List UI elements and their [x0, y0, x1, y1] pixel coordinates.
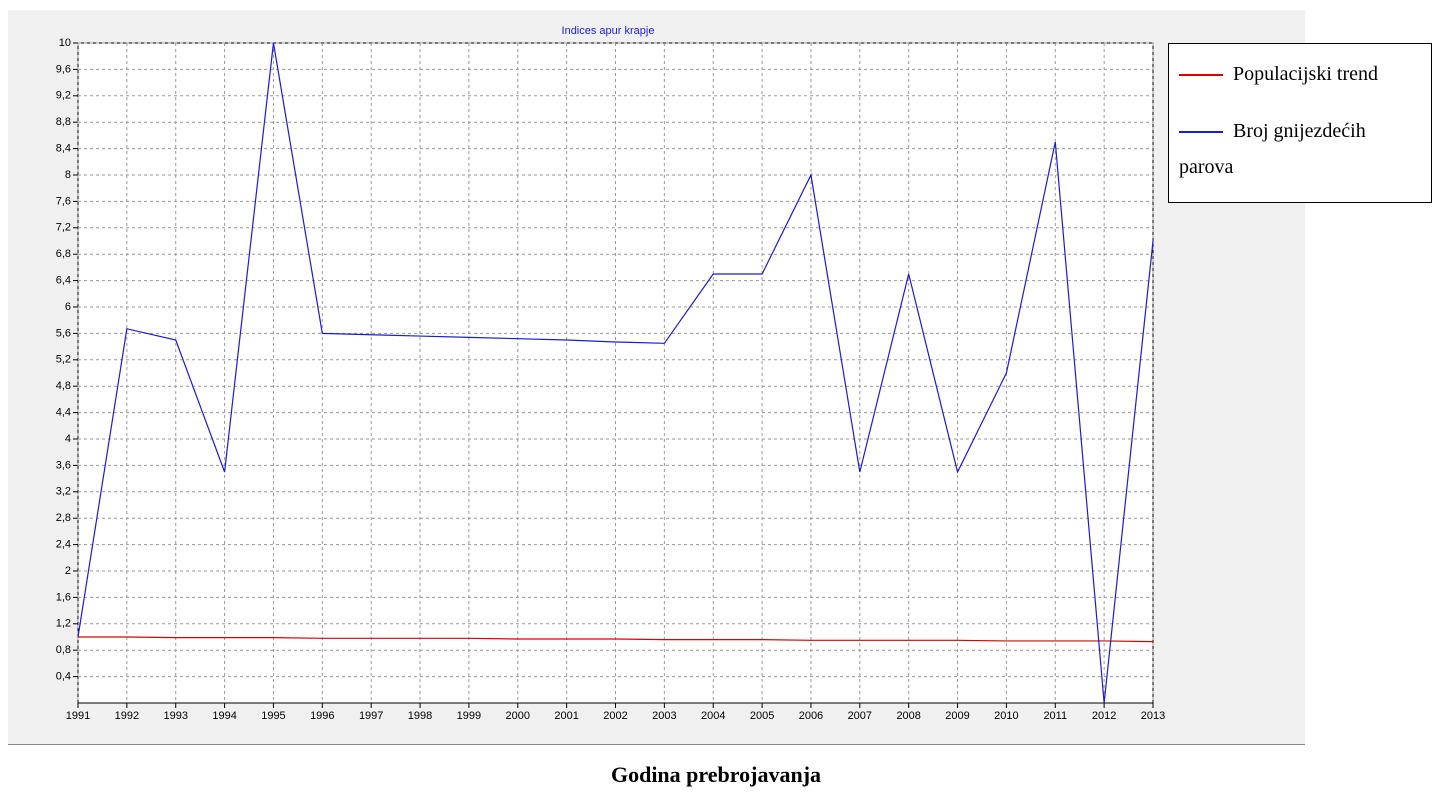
y-tick-label: 4,8	[56, 380, 71, 392]
x-tick-label: 1997	[359, 710, 383, 722]
y-tick-label: 9,6	[56, 63, 71, 75]
x-tick-label: 2002	[603, 710, 627, 722]
series-line	[77, 42, 1154, 704]
tick-labels: 0,4 0,8 1,2 1,6 2 2,4 2,8 3,2 3,6 4 4,4 4,8 5,2 5,6 6 6…	[56, 37, 1166, 722]
legend-label: Populacijski trend	[1233, 63, 1378, 85]
x-tick-label: 2007	[848, 710, 872, 722]
chart-title: Indices apur krapje	[562, 25, 655, 37]
y-tick-label: 7,6	[56, 195, 71, 207]
y-tick-label: 2,8	[56, 512, 71, 524]
x-tick-label: 2001	[554, 710, 578, 722]
x-tick-label: 1999	[457, 710, 481, 722]
series-line	[78, 636, 1154, 643]
x-tick-label: 1991	[66, 710, 90, 722]
x-tick-label: 2010	[994, 710, 1018, 722]
x-tick-label: 2006	[799, 710, 823, 722]
y-tick-label: 9,2	[56, 90, 71, 102]
y-tick-label: 3,6	[56, 459, 71, 471]
x-tick-label: 1993	[163, 710, 187, 722]
x-tick-label: 1995	[261, 710, 285, 722]
legend-swatch	[1179, 131, 1223, 134]
y-tick-label: 0,8	[56, 644, 71, 656]
x-tick-label: 1994	[212, 710, 236, 722]
y-tick-label: 5,2	[56, 354, 71, 366]
y-tick-label: 10	[59, 37, 71, 49]
y-tick-label: 7,2	[56, 222, 71, 234]
legend-swatch	[1179, 74, 1223, 77]
x-tick-label: 2009	[945, 710, 969, 722]
y-tick-label: 0,4	[56, 671, 71, 683]
x-tick-label: 2003	[652, 710, 676, 722]
y-tick-label: 1,2	[56, 618, 71, 630]
y-tick-label: 8	[65, 169, 71, 181]
y-tick-label: 6,4	[56, 275, 71, 287]
y-tick-label: 5,6	[56, 327, 71, 339]
x-tick-label: 1996	[310, 710, 334, 722]
y-tick-label: 1,6	[56, 591, 71, 603]
y-tick-label: 2,4	[56, 539, 71, 551]
grid	[73, 42, 1154, 708]
y-tick-label: 6,8	[56, 248, 71, 260]
x-axis-label: Godina prebrojavanja	[610, 762, 822, 787]
x-tick-label: 2011	[1043, 710, 1067, 722]
y-tick-label: 8,8	[56, 116, 71, 128]
y-tick-label: 4,4	[56, 407, 71, 419]
y-tick-label: 3,2	[56, 486, 71, 498]
x-tick-label: 2005	[750, 710, 774, 722]
lines	[77, 42, 1154, 704]
x-tick-label: 2004	[701, 710, 725, 722]
y-tick-label: 8,4	[56, 143, 71, 155]
x-tick-label: 2000	[506, 710, 530, 722]
y-tick-label: 6	[65, 301, 71, 313]
legend-entry: Broj gnijezdećih parova	[1179, 113, 1409, 185]
y-tick-label: 2	[65, 565, 71, 577]
x-tick-label: 2012	[1092, 710, 1116, 722]
x-tick-label: 1992	[115, 710, 139, 722]
legend: Populacijski trend Broj gnijezdećih parov…	[1168, 43, 1432, 203]
legend-entry: Populacijski trend	[1179, 56, 1409, 92]
x-tick-label: 2013	[1141, 710, 1165, 722]
x-tick-label: 2008	[896, 710, 920, 722]
y-tick-label: 4	[65, 433, 71, 445]
x-tick-label: 1998	[408, 710, 432, 722]
legend-label: Broj gnijezdećih parova	[1179, 120, 1366, 178]
